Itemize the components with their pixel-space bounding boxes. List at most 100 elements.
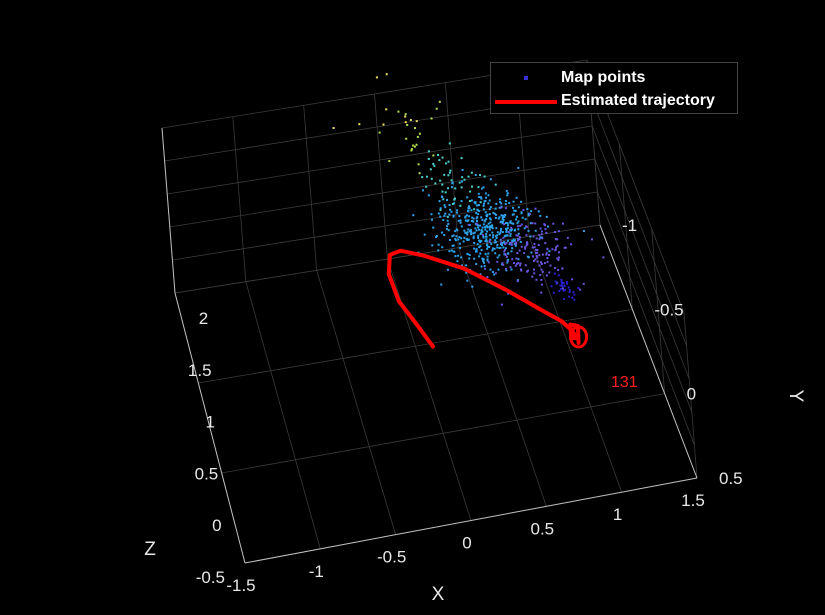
map-point <box>475 250 478 253</box>
map-point <box>467 228 470 231</box>
map-point <box>488 199 491 202</box>
map-point <box>492 211 495 214</box>
map-point <box>468 230 471 233</box>
map-point <box>554 280 557 283</box>
map-point <box>510 229 513 232</box>
map-point <box>590 238 593 241</box>
map-point <box>505 189 508 192</box>
floor-grid-line <box>245 281 321 549</box>
map-point <box>517 220 520 223</box>
map-point <box>526 243 529 246</box>
map-point <box>538 234 541 237</box>
z-tick-label: 2 <box>199 309 208 328</box>
map-point <box>470 233 473 236</box>
map-point <box>536 251 539 254</box>
map-point <box>480 216 483 219</box>
map-point <box>485 218 488 221</box>
map-point <box>497 217 500 220</box>
map-point <box>418 132 421 135</box>
map-point <box>509 220 512 223</box>
map-point <box>512 222 515 225</box>
side-wall-grid-line <box>651 228 666 394</box>
map-point <box>514 244 517 247</box>
map-point <box>486 255 489 258</box>
map-point <box>499 229 502 232</box>
floor-grid-line <box>221 393 665 474</box>
side-wall-grid-line <box>589 92 687 347</box>
map-point <box>540 291 543 294</box>
x-tick-label: 1.5 <box>681 491 705 510</box>
map-point <box>451 235 454 238</box>
map-point <box>463 178 466 181</box>
map-point <box>461 168 464 171</box>
map-point <box>524 264 527 267</box>
map-point <box>544 224 547 227</box>
map-point <box>482 235 485 238</box>
map-point <box>487 194 490 197</box>
map-point <box>487 252 490 255</box>
map-point <box>535 278 538 281</box>
map-point <box>458 181 461 184</box>
map-point <box>491 236 494 239</box>
map-point <box>484 228 487 231</box>
map-point <box>427 194 430 197</box>
map-point <box>556 281 559 284</box>
map-point <box>532 235 535 238</box>
map-point <box>508 202 511 205</box>
map-point <box>507 224 510 227</box>
map-point <box>494 272 497 275</box>
map-point <box>489 206 492 209</box>
map-point <box>568 295 571 298</box>
back-wall-grid-line <box>374 93 388 260</box>
map-point <box>496 260 499 263</box>
map-point <box>469 190 472 193</box>
map-point <box>512 213 515 216</box>
map-point <box>534 207 537 210</box>
map-point <box>421 176 424 179</box>
map-point <box>475 229 478 232</box>
map-point <box>468 200 471 203</box>
map-point <box>541 237 544 240</box>
map-point <box>489 218 492 221</box>
map-point <box>450 179 453 182</box>
map-point <box>514 209 517 212</box>
map-point <box>446 215 449 218</box>
map-point <box>506 260 509 263</box>
map-point <box>529 235 532 238</box>
map-point <box>520 245 523 248</box>
map-point <box>479 245 482 248</box>
map-point <box>500 303 503 306</box>
map-point <box>515 257 518 260</box>
map-point <box>462 240 465 243</box>
back-wall-grid-line <box>444 82 459 248</box>
map-point <box>493 273 496 276</box>
map-point <box>582 282 585 285</box>
map-point <box>514 218 517 221</box>
map-point <box>579 288 582 291</box>
map-point <box>520 211 523 214</box>
map-point <box>397 110 400 113</box>
map-point <box>530 210 533 213</box>
map-point <box>562 289 565 292</box>
map-point <box>474 200 477 203</box>
map-point <box>545 274 548 277</box>
map-point <box>534 248 537 251</box>
map-point <box>501 222 504 225</box>
map-point <box>571 278 574 281</box>
map-point <box>470 171 473 174</box>
map-point <box>487 261 490 264</box>
map-point <box>482 186 485 189</box>
map-point <box>550 285 553 288</box>
map-point <box>441 156 444 159</box>
map-point <box>564 246 567 249</box>
map-point <box>503 248 506 251</box>
map-point <box>485 225 488 228</box>
map-point <box>555 282 558 285</box>
map-point <box>496 231 499 234</box>
map-point <box>505 227 508 230</box>
map-point <box>552 291 555 294</box>
map-point <box>471 185 474 188</box>
map-point <box>448 250 451 253</box>
map-point <box>507 258 510 261</box>
map-point <box>483 175 486 178</box>
